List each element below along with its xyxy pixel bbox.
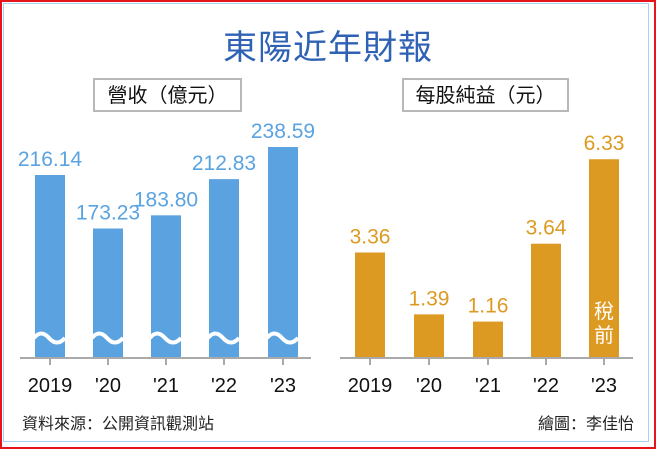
revenue-value-label: 238.59	[251, 120, 315, 143]
x-tick-label: '22	[211, 375, 237, 397]
eps-value-label: 1.16	[468, 295, 509, 318]
eps-bar	[531, 243, 561, 358]
eps-bar	[414, 314, 444, 358]
x-tick-label: 2019	[28, 375, 73, 397]
revenue-subtitle: 營收（億元）	[93, 78, 242, 112]
x-tick-label: '21	[153, 375, 179, 397]
axis-break-mark	[148, 331, 183, 345]
eps-value-label: 6.33	[584, 132, 625, 155]
revenue-value-label: 183.80	[134, 188, 198, 211]
eps-bar	[355, 252, 385, 358]
eps-value-label: 3.64	[526, 217, 567, 240]
inner-border	[3, 3, 649, 442]
revenue-value-label: 173.23	[76, 202, 140, 225]
x-tick-label: '23	[270, 375, 296, 397]
x-tick-label: '21	[475, 375, 501, 397]
x-tick-label: 2019	[348, 375, 393, 397]
axis-break-mark	[32, 331, 67, 345]
eps-bar	[589, 159, 619, 358]
pre-tax-annotation: 稅	[594, 299, 614, 323]
pre-tax-annotation: 前	[594, 323, 614, 347]
eps-bar	[473, 321, 503, 358]
revenue-value-label: 212.83	[192, 152, 256, 175]
eps-value-label: 1.39	[409, 287, 450, 310]
eps-subtitle: 每股純益（元）	[402, 78, 569, 112]
x-tick-label: '20	[95, 375, 121, 397]
x-tick-label: '20	[416, 375, 442, 397]
axis-break-mark	[90, 331, 125, 345]
credit-note: 繪圖：李佳怡	[537, 414, 634, 433]
x-tick-label: '23	[591, 375, 617, 397]
axis-break-mark	[265, 331, 300, 345]
revenue-bar	[35, 175, 65, 358]
revenue-bar	[209, 179, 239, 358]
source-note: 資料來源：公開資訊觀測站	[22, 414, 215, 433]
revenue-bar	[268, 147, 298, 358]
revenue-value-label: 216.14	[18, 148, 83, 171]
chart-title: 東陽近年財報	[223, 28, 433, 68]
x-tick-label: '22	[533, 375, 559, 397]
eps-value-label: 3.36	[350, 225, 391, 248]
axis-break-mark	[206, 331, 241, 345]
